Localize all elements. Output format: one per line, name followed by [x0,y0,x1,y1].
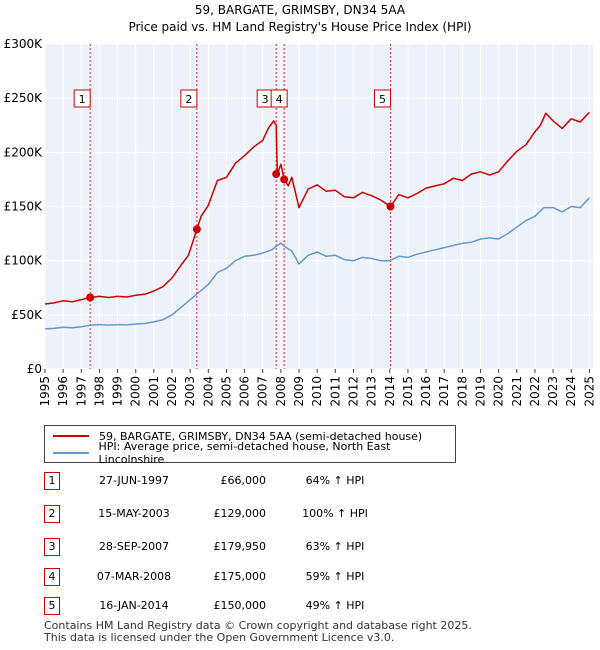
table-row: 4 07-MAR-2008 £175,000 59% ↑ HPI [44,568,384,588]
x-tick-label: 2022 [528,376,542,407]
x-axis-ticks: 1995 1996 1997 1998 1999 2000 2001 2002 2003 2004… [38,369,596,407]
sale-hpi-change: 100% ↑ HPI [302,507,368,520]
sale-point [272,170,281,179]
sale-price: £175,000 [213,570,267,583]
y-axis-ticks: £0 £50K £100K £150K £200K £250K £300K [4,37,44,376]
sale-label-text: 4 [276,93,283,106]
x-tick-label: 2021 [510,376,524,407]
sale-hpi-change: 64% ↑ HPI [305,474,365,487]
series-lines [44,111,590,330]
sale-number: 5 [44,597,60,615]
x-tick-label: 2007 [256,376,270,407]
chart-subtitle: Price paid vs. HM Land Registry's House … [128,20,471,34]
sale-number: 4 [44,568,60,586]
sale-date: 07-MAR-2008 [96,570,172,583]
sale-hpi-change: 59% ↑ HPI [305,570,365,583]
y-tick-label: £250K [4,91,44,105]
sale-label-box [73,89,91,108]
sale-point [386,202,395,211]
y-tick-label: £200K [4,145,44,159]
x-tick-label: 2002 [165,376,179,407]
x-tick-label: 2016 [419,376,433,407]
x-tick-label: 1998 [92,376,106,407]
y-tick-label: £100K [4,254,44,268]
x-tick-label: 2017 [437,376,451,407]
sale-price: £66,000 [220,474,267,487]
x-tick-label: 2013 [365,376,379,407]
sale-date: 16-JAN-2014 [99,599,169,612]
legend-swatch-property [53,435,89,437]
sale-date: 15-MAY-2003 [98,507,170,520]
x-tick-label: 2003 [183,376,197,407]
x-tick-label: 1996 [56,376,70,407]
sale-price: £150,000 [213,599,267,612]
x-tick-label: 2018 [455,376,469,407]
x-tick-label: 1995 [38,376,52,407]
sale-price: £129,000 [213,507,267,520]
table-row: 3 28-SEP-2007 £179,950 63% ↑ HPI [44,538,384,558]
x-tick-label: 2010 [310,376,324,407]
legend-label-hpi: HPI: Average price, semi-detached house,… [98,440,391,466]
footer-line-licence: This data is licensed under the Open Gov… [44,631,395,644]
legend-item-hpi: HPI: Average price, semi-detached house,… [53,440,455,466]
legend-item-property: 59, BARGATE, GRIMSBY, DN34 5AA (semi-det… [53,428,422,444]
sale-label-text: 3 [262,93,269,106]
sale-date: 27-JUN-1997 [98,474,170,487]
x-tick-label: 2020 [492,376,506,407]
y-tick-label: £150K [4,200,44,214]
sale-hpi-change: 49% ↑ HPI [305,599,365,612]
sale-point [280,175,289,184]
y-tick-label: £300K [4,37,44,51]
sale-label-box [180,89,198,108]
sale-point [192,225,201,234]
sale-date: 28-SEP-2007 [98,540,170,553]
table-row: 2 15-MAY-2003 £129,000 100% ↑ HPI [44,505,384,525]
sale-point [86,293,95,302]
x-tick-label: 2000 [129,376,143,407]
sale-label-text: 2 [185,93,192,106]
sale-number: 3 [44,538,60,556]
legend-label-property: 59, BARGATE, GRIMSBY, DN34 5AA (semi-det… [99,429,423,443]
x-tick-label: 2015 [401,376,415,407]
hpi-line [44,197,590,330]
x-tick-label: 2008 [274,376,288,407]
legend: 59, BARGATE, GRIMSBY, DN34 5AA (semi-det… [44,425,456,466]
sale-hpi-change: 63% ↑ HPI [305,540,365,553]
x-tick-label: 2001 [147,376,161,407]
x-tick-label: 2019 [473,376,487,407]
sale-label-box [373,89,391,108]
x-tick-label: 2025 [582,376,596,407]
sale-label-text: 5 [379,93,386,106]
sale-label-text: 1 [79,93,86,106]
property-price-line [44,111,590,305]
x-tick-label: 2023 [546,376,560,407]
x-tick-label: 2012 [346,376,360,407]
x-tick-label: 2006 [238,376,252,407]
x-tick-label: 2005 [219,376,233,407]
x-tick-label: 2004 [201,376,215,407]
sale-number: 1 [44,472,60,490]
x-tick-label: 1997 [74,376,88,407]
table-row: 5 16-JAN-2014 £150,000 49% ↑ HPI [44,597,384,617]
sale-price: £179,950 [213,540,267,553]
legend-swatch-hpi [53,452,89,454]
x-tick-label: 1999 [111,376,125,407]
footer-line-copyright: Contains HM Land Registry data © Crown c… [44,619,472,632]
sale-number: 2 [44,505,60,523]
chart-title: 59, BARGATE, GRIMSBY, DN34 5AA [195,3,406,17]
x-tick-label: 2014 [383,376,397,407]
table-row: 1 27-JUN-1997 £66,000 64% ↑ HPI [44,472,384,492]
sale-points [86,170,395,302]
price-chart: 59, BARGATE, GRIMSBY, DN34 5AA Price pai… [4,3,597,407]
y-tick-label: £0 [27,362,42,376]
x-tick-label: 2011 [328,376,342,407]
x-tick-label: 2009 [292,376,306,407]
sale-label-box [270,89,288,108]
y-tick-label: £50K [11,308,43,322]
x-tick-label: 2024 [564,376,578,407]
footer-attribution: Contains HM Land Registry data © Crown c… [44,620,472,644]
